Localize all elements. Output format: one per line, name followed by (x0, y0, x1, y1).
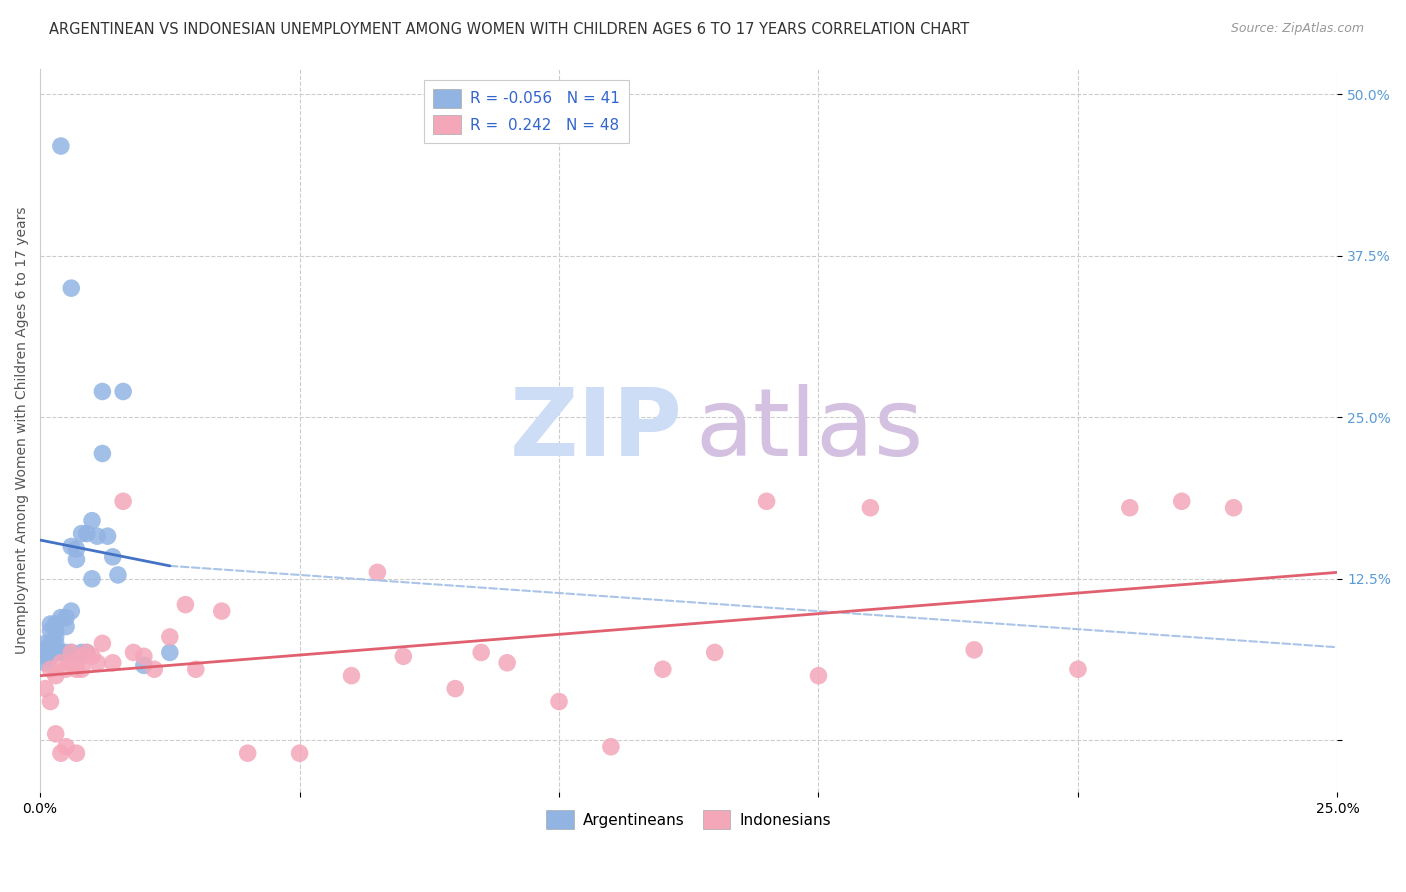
Point (45, 630, 67, 644)
Point (39, 624, 62, 638)
Point (49, 746, 72, 760)
Point (174, 598, 197, 612)
Point (45, 669, 67, 683)
Point (236, 746, 259, 760)
Point (112, 494, 135, 508)
Point (1170, 494, 1192, 508)
Point (86, 656, 108, 670)
Text: ARGENTINEAN VS INDONESIAN UNEMPLOYMENT AMONG WOMEN WITH CHILDREN AGES 6 TO 17 YE: ARGENTINEAN VS INDONESIAN UNEMPLOYMENT A… (49, 22, 970, 37)
Point (80, 649, 103, 664)
Point (91, 446, 114, 460)
Point (60, 281, 83, 295)
Point (159, 630, 181, 644)
Point (340, 669, 363, 683)
Point (49, 645, 72, 659)
Point (444, 681, 467, 696)
Point (34, 681, 56, 696)
Point (76, 645, 98, 659)
Point (55, 662, 77, 676)
Point (60, 645, 83, 659)
Point (65, 662, 87, 676)
Point (366, 566, 388, 580)
Point (132, 658, 155, 673)
Point (112, 384, 135, 399)
Point (49, 139, 72, 153)
Point (755, 494, 778, 508)
Point (76, 645, 98, 659)
Point (60, 604, 83, 618)
Point (45, 617, 67, 632)
Point (548, 694, 571, 708)
Point (45, 727, 67, 741)
Point (60, 540, 83, 554)
Point (55, 610, 77, 624)
Point (39, 649, 62, 664)
Point (65, 542, 87, 557)
Point (859, 500, 882, 515)
Point (34, 656, 56, 670)
Point (45, 636, 67, 650)
Point (1067, 662, 1090, 676)
Point (470, 645, 492, 659)
Point (600, 739, 623, 754)
Point (70, 645, 93, 659)
Point (184, 662, 207, 676)
Point (65, 552, 87, 566)
Point (45, 624, 67, 638)
Point (39, 694, 62, 708)
Point (807, 669, 830, 683)
Point (60, 645, 83, 659)
Y-axis label: Unemployment Among Women with Children Ages 6 to 17 years: Unemployment Among Women with Children A… (15, 206, 30, 654)
Point (159, 645, 181, 659)
Point (76, 526, 98, 541)
Point (70, 662, 93, 676)
Point (963, 643, 986, 657)
Point (49, 656, 72, 670)
Point (86, 529, 108, 543)
Point (34, 636, 56, 650)
Point (392, 649, 415, 664)
Point (39, 636, 62, 650)
Text: atlas: atlas (695, 384, 924, 476)
Point (122, 645, 145, 659)
Point (70, 649, 93, 664)
Point (91, 636, 114, 650)
Point (34, 649, 56, 664)
Point (496, 656, 519, 670)
Point (143, 662, 166, 676)
Point (80, 572, 103, 586)
Point (60, 656, 83, 670)
Text: ZIP: ZIP (509, 384, 682, 476)
Point (49, 610, 72, 624)
Point (45, 645, 67, 659)
Point (55, 645, 77, 659)
Legend: Argentineans, Indonesians: Argentineans, Indonesians (540, 804, 838, 835)
Point (97, 529, 120, 543)
Point (651, 662, 673, 676)
Point (65, 746, 87, 760)
Point (39, 662, 62, 676)
Point (70, 526, 93, 541)
Point (132, 649, 155, 664)
Point (80, 514, 103, 528)
Point (703, 645, 725, 659)
Point (288, 746, 311, 760)
Point (1119, 500, 1142, 515)
Point (101, 549, 124, 564)
Point (101, 656, 124, 670)
Text: Source: ZipAtlas.com: Source: ZipAtlas.com (1230, 22, 1364, 36)
Point (55, 739, 77, 754)
Point (34, 643, 56, 657)
Point (55, 619, 77, 633)
Point (1222, 500, 1244, 515)
Point (39, 617, 62, 632)
Point (39, 643, 62, 657)
Point (211, 604, 233, 618)
Point (107, 568, 129, 582)
Point (91, 384, 114, 399)
